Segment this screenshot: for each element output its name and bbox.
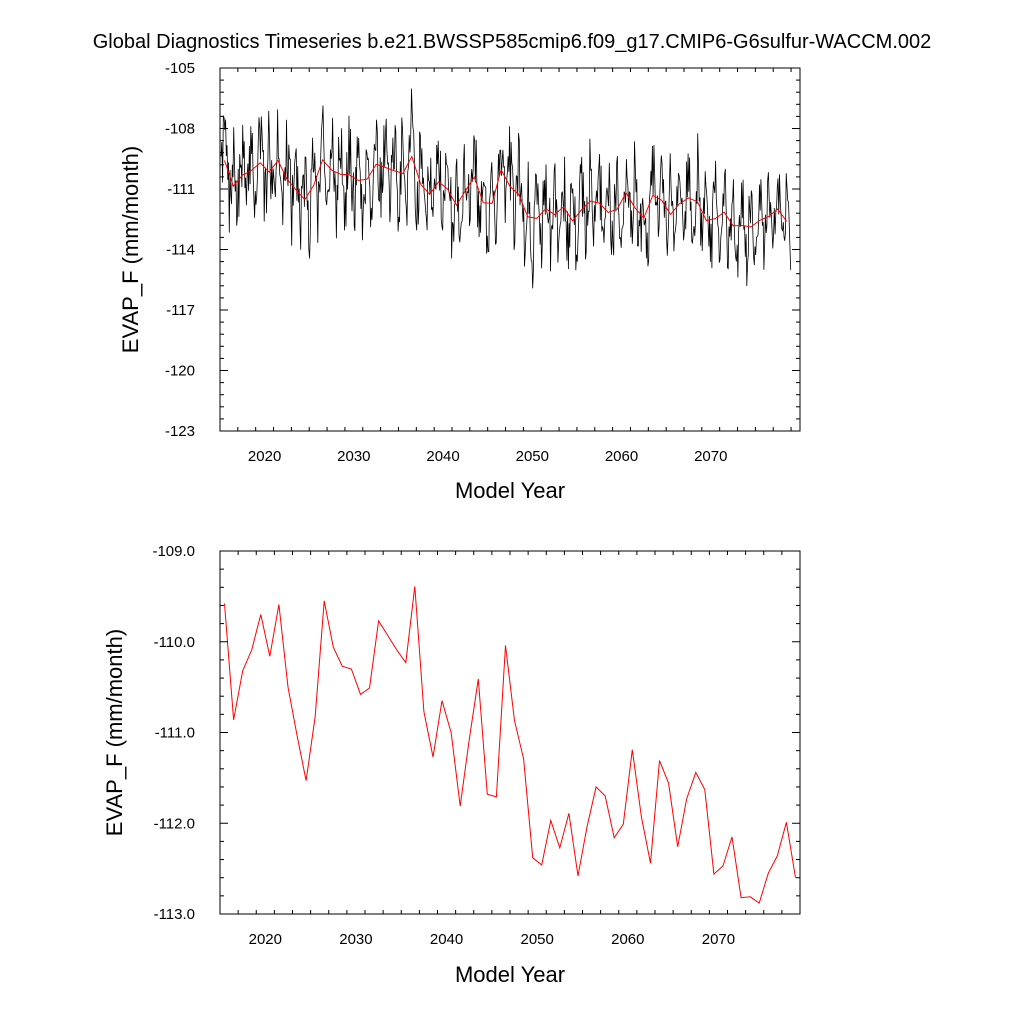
y-tick-label: -105 — [165, 60, 195, 77]
x-tick-label: 2060 — [611, 931, 644, 948]
x-tick-label: 2030 — [339, 931, 372, 948]
y-tick-label: -111.0 — [155, 725, 195, 742]
y-tick-label: -113.0 — [154, 906, 195, 923]
y-tick-label: -108 — [165, 121, 195, 138]
y-axis-title: EVAP_F (mm/month) — [102, 629, 127, 836]
top-panel: 2020 2030 2040 2050 2060 2070 -123 -120 -117 -114… — [118, 60, 801, 503]
y-tick-label: -114 — [166, 242, 195, 259]
monthly-series-line — [220, 88, 792, 289]
y-tick-label: -111 — [167, 181, 195, 198]
x-axis-title: Model Year — [455, 478, 565, 503]
x-tick-label: 2020 — [248, 448, 281, 465]
x-tick-label: 2050 — [516, 448, 549, 465]
x-tick-label: 2070 — [702, 931, 735, 948]
y-axis-title: EVAP_F (mm/month) — [118, 146, 143, 353]
y-tick-label: -109.0 — [152, 543, 195, 560]
y-tick-label: -123 — [165, 423, 195, 440]
y-tick-label: -120 — [165, 363, 195, 380]
x-tick-label: 2040 — [426, 448, 459, 465]
page-title: Global Diagnostics Timeseries b.e21.BWSS… — [92, 31, 932, 53]
y-tick-label: -110.0 — [154, 634, 195, 651]
x-tick-label: 2040 — [430, 931, 463, 948]
plot-frame — [219, 550, 801, 915]
x-axis-title: Model Year — [455, 962, 565, 987]
plot-frame — [219, 67, 801, 432]
y-tick-label: -117 — [166, 302, 195, 319]
x-tick-label: 2070 — [694, 448, 727, 465]
annual-mean-line — [224, 155, 788, 228]
x-tick-label: 2020 — [249, 931, 282, 948]
x-tick-label: 2050 — [521, 931, 554, 948]
annual-mean-line — [224, 586, 796, 904]
x-tick-label: 2030 — [337, 448, 370, 465]
bottom-panel: 2020 2030 2040 2050 2060 2070 -113.0 -112.0 -111… — [102, 543, 801, 987]
x-tick-label: 2060 — [605, 448, 638, 465]
y-tick-label: -112.0 — [154, 815, 195, 832]
